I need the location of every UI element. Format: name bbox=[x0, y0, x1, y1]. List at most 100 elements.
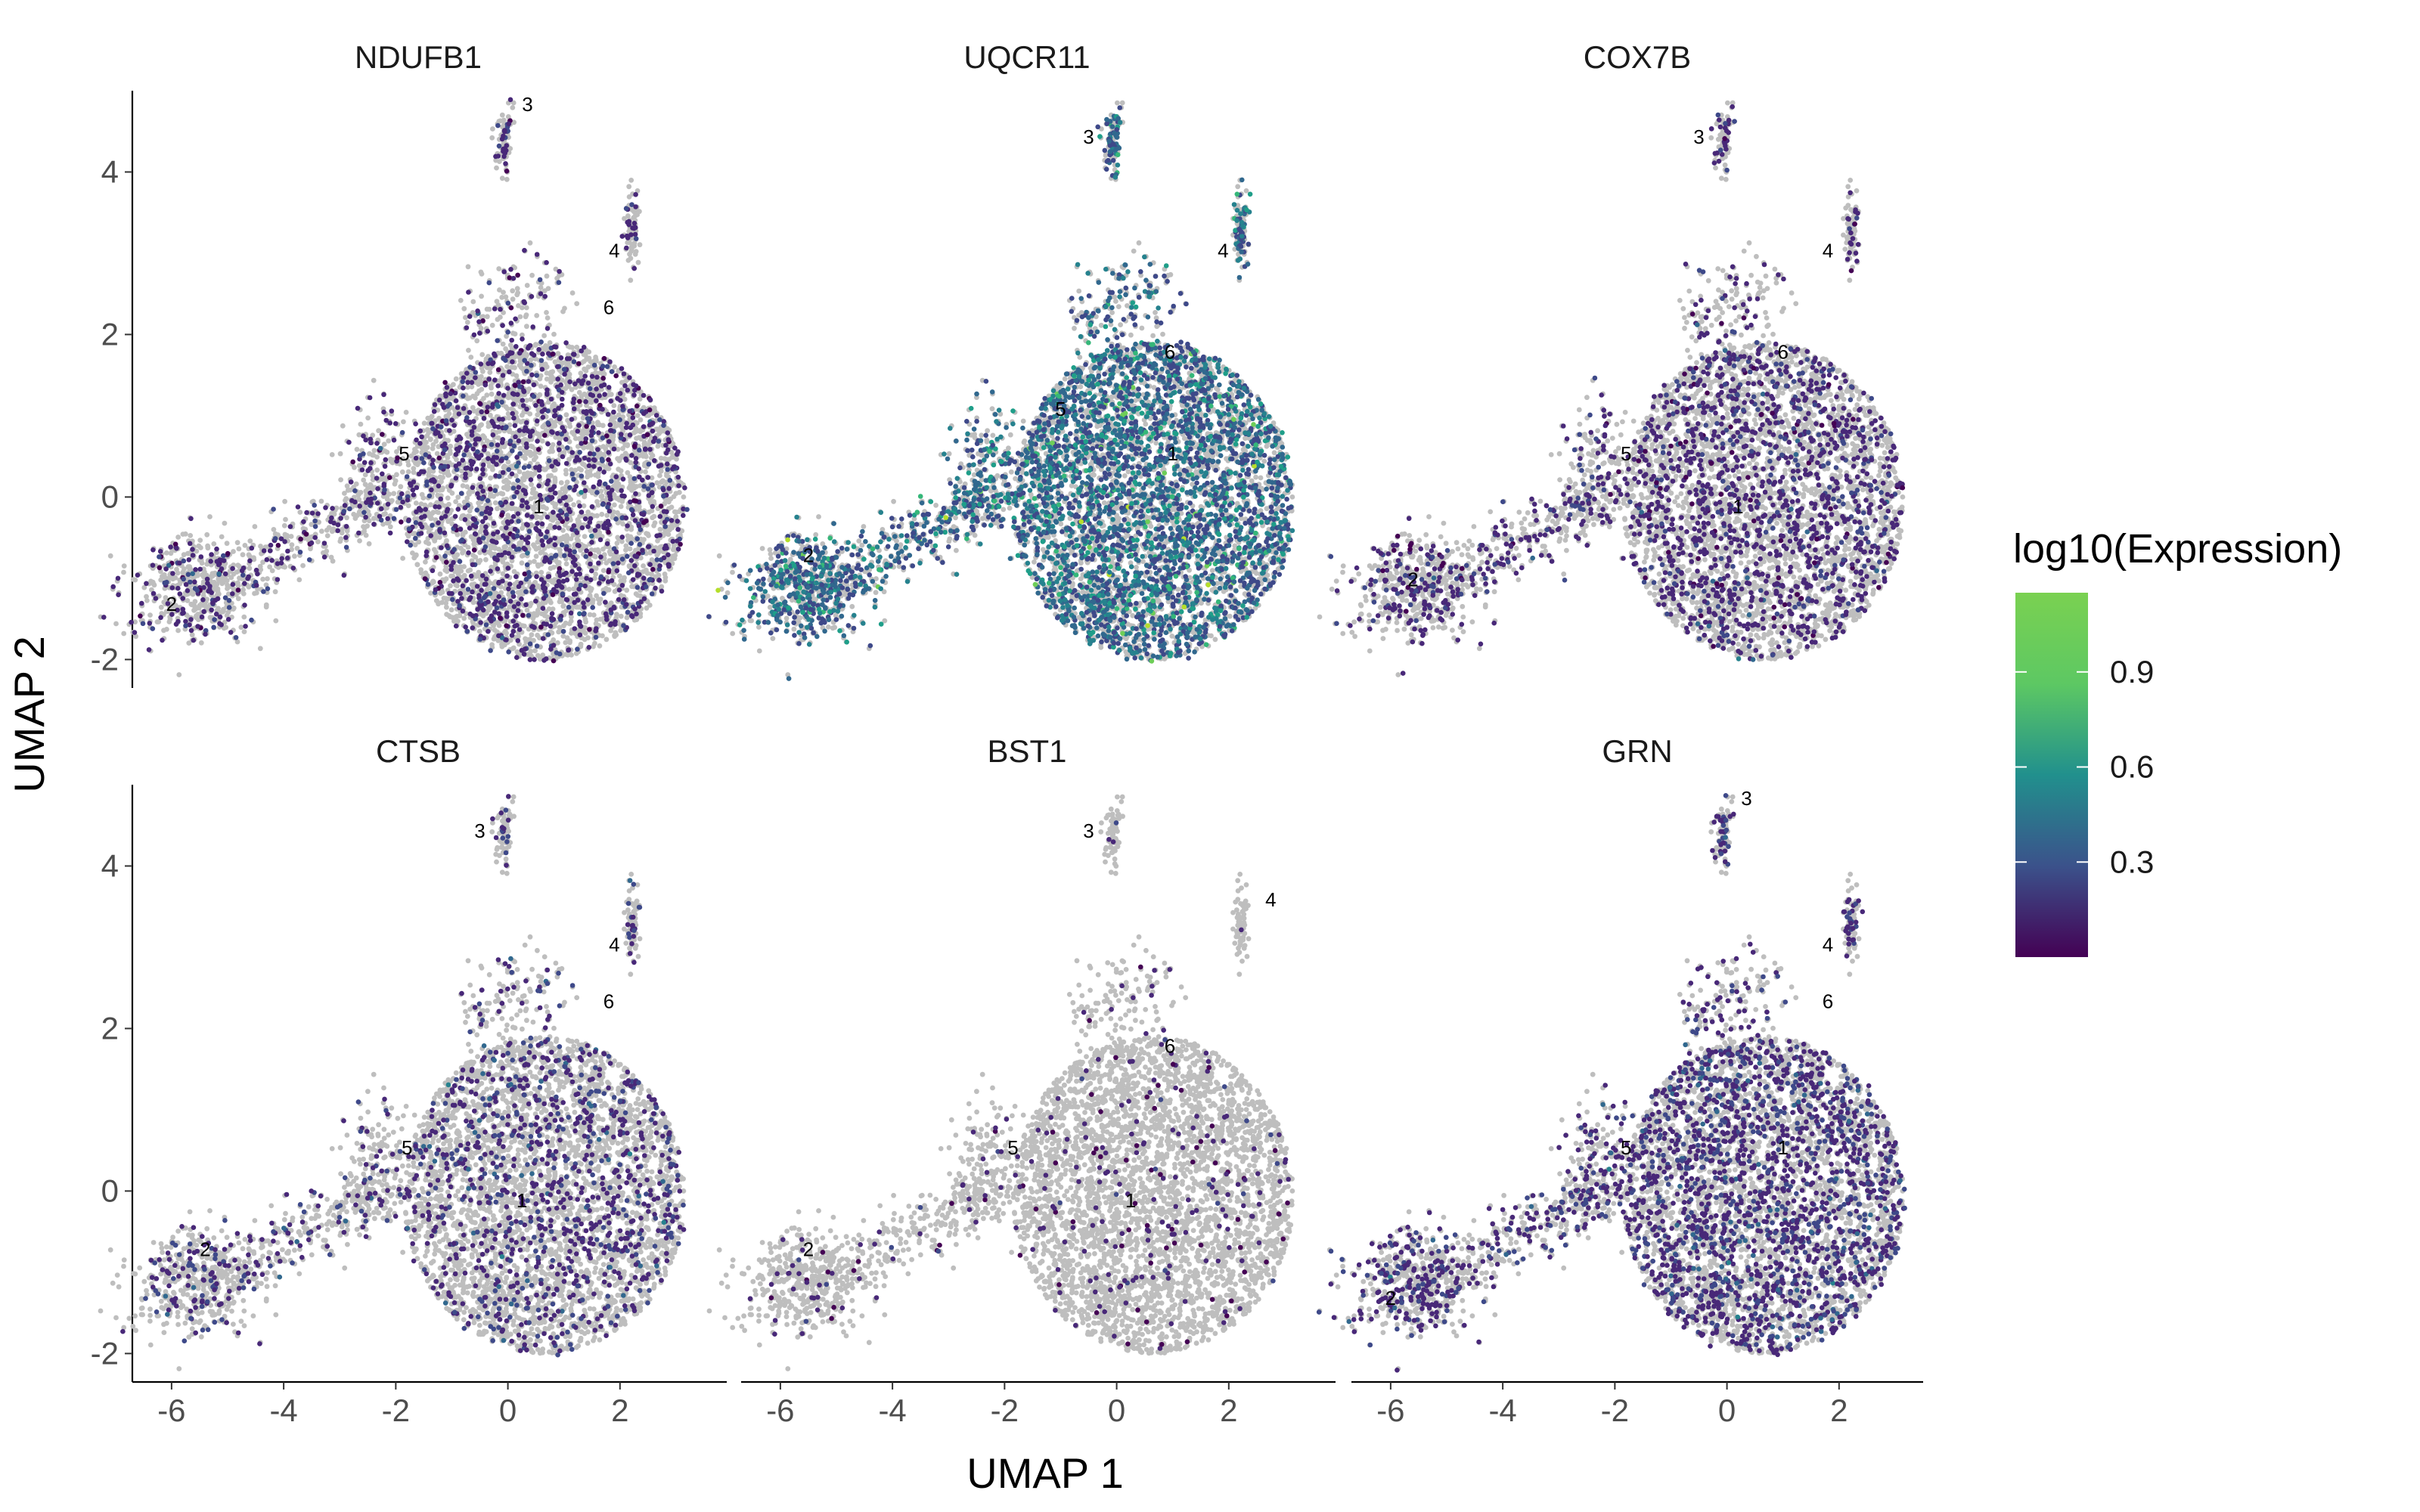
cell-point bbox=[434, 598, 439, 603]
cell-point bbox=[430, 446, 436, 451]
cell-point bbox=[503, 346, 508, 352]
cell-point bbox=[477, 629, 482, 634]
cell-point bbox=[406, 469, 411, 475]
cell-point bbox=[529, 632, 535, 637]
cell-point bbox=[599, 512, 604, 517]
cell-point bbox=[625, 615, 630, 621]
cell-point bbox=[563, 472, 569, 477]
cell-point bbox=[488, 476, 493, 481]
cell-point bbox=[439, 479, 444, 485]
cell-point bbox=[591, 612, 597, 618]
cell-point bbox=[554, 502, 559, 507]
cell-point bbox=[583, 619, 588, 624]
cell-point bbox=[567, 372, 572, 377]
cell-point bbox=[466, 569, 471, 574]
cell-point bbox=[657, 473, 662, 479]
cell-point bbox=[448, 583, 453, 588]
cell-point bbox=[526, 386, 532, 392]
cell-point bbox=[669, 505, 675, 510]
cell-point bbox=[597, 643, 603, 649]
cell-point bbox=[512, 398, 517, 403]
cell-point bbox=[489, 392, 495, 397]
cell-point bbox=[672, 545, 677, 550]
cell-point bbox=[538, 570, 544, 575]
panel-title: NDUFB1 bbox=[355, 39, 482, 75]
cell-point bbox=[550, 449, 555, 454]
cell-point bbox=[425, 416, 430, 421]
cell-point bbox=[435, 451, 440, 457]
cell-point bbox=[413, 542, 418, 547]
cell-point bbox=[628, 483, 633, 488]
cell-point bbox=[608, 628, 613, 634]
cell-point bbox=[663, 575, 669, 581]
cell-point bbox=[482, 435, 487, 440]
cell-point bbox=[594, 533, 600, 538]
cell-point bbox=[445, 569, 450, 574]
cell-point bbox=[613, 633, 619, 638]
cell-point bbox=[529, 471, 534, 476]
cell-point bbox=[501, 544, 507, 550]
cell-point bbox=[629, 584, 634, 589]
cell-point bbox=[548, 370, 554, 375]
cell-point bbox=[522, 624, 527, 629]
cell-point bbox=[454, 376, 459, 382]
cell-point bbox=[415, 562, 420, 568]
cell-point bbox=[601, 568, 607, 573]
cell-point bbox=[520, 553, 525, 559]
y-tick-label: 2 bbox=[101, 316, 119, 352]
cell-point bbox=[520, 526, 525, 531]
cell-point bbox=[420, 495, 426, 500]
cell-point bbox=[624, 587, 629, 593]
cell-point bbox=[529, 444, 534, 449]
y-tick-label: 0 bbox=[101, 479, 119, 514]
cell-point bbox=[644, 531, 649, 536]
cell-point bbox=[628, 474, 633, 479]
cell-point bbox=[658, 527, 663, 532]
cell-point bbox=[425, 525, 430, 531]
cell-point bbox=[479, 374, 484, 380]
cell-point bbox=[432, 538, 437, 544]
cell-point bbox=[537, 392, 542, 398]
cell-point bbox=[466, 491, 471, 496]
cell-point bbox=[559, 480, 564, 485]
cell-point bbox=[647, 603, 653, 608]
cell-point bbox=[625, 443, 630, 448]
cell-point bbox=[423, 559, 428, 565]
cell-point bbox=[496, 535, 501, 541]
cell-point bbox=[433, 531, 439, 537]
cell-point bbox=[591, 644, 596, 649]
cell-point bbox=[428, 437, 433, 442]
cell-point bbox=[582, 534, 588, 539]
cell-point bbox=[619, 504, 624, 510]
cell-point bbox=[414, 553, 419, 558]
cell-point bbox=[449, 607, 455, 612]
cell-point bbox=[419, 571, 424, 576]
cell-point bbox=[548, 340, 553, 345]
cell-point bbox=[607, 466, 612, 472]
cell-point bbox=[544, 506, 549, 511]
cell-point bbox=[424, 540, 429, 545]
cell-point bbox=[423, 503, 428, 508]
cell-point bbox=[529, 482, 534, 488]
cell-point bbox=[569, 387, 575, 392]
cell-point bbox=[425, 427, 430, 432]
cell-point bbox=[659, 584, 664, 590]
cell-point bbox=[426, 472, 431, 478]
cell-point bbox=[619, 539, 625, 544]
cell-point bbox=[466, 545, 471, 550]
cell-point bbox=[582, 494, 587, 500]
cell-point bbox=[617, 458, 622, 463]
cell-point bbox=[534, 553, 539, 559]
cell-point bbox=[672, 494, 677, 500]
cell-point bbox=[595, 380, 600, 385]
cell-point bbox=[566, 587, 572, 592]
cell-point bbox=[461, 615, 467, 621]
cell-point bbox=[524, 637, 529, 642]
cell-point bbox=[483, 557, 489, 562]
cell-point bbox=[641, 563, 646, 569]
cell-point bbox=[609, 600, 614, 606]
cell-point bbox=[534, 547, 539, 552]
cell-point bbox=[585, 635, 591, 640]
